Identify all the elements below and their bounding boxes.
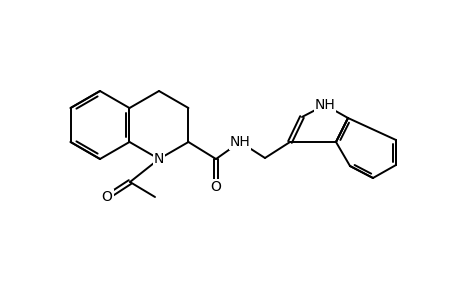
Text: N: N <box>153 152 164 166</box>
Text: NH: NH <box>314 98 335 112</box>
Text: O: O <box>210 180 221 194</box>
Text: NH: NH <box>229 135 250 149</box>
Text: NH: NH <box>229 135 250 149</box>
Text: O: O <box>101 190 112 204</box>
Text: N: N <box>153 152 164 166</box>
Text: O: O <box>101 190 112 204</box>
Text: O: O <box>210 180 221 194</box>
Text: NH: NH <box>314 98 335 112</box>
